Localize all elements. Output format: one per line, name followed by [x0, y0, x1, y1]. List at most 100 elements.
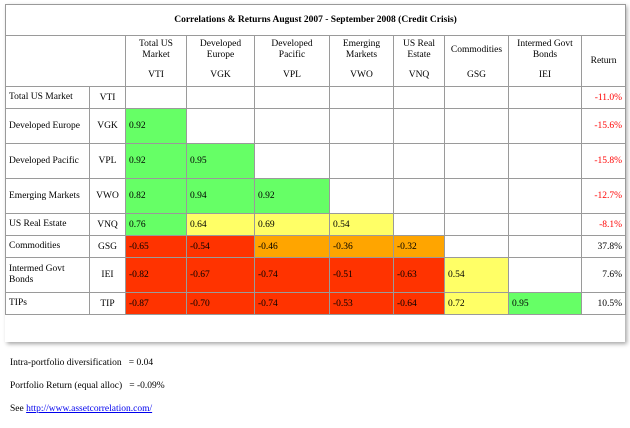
- row-ticker: VNQ: [89, 213, 126, 236]
- empty-cell: [393, 178, 445, 214]
- table-row: Intermed Govt Bonds IEI -0.82 -0.67 -0.74 -0.…: [5, 257, 627, 293]
- row-name: TIPs: [5, 292, 90, 315]
- empty-cell: [393, 143, 445, 179]
- table-row: Commodities GSG -0.65 -0.54 -0.46 -0.36 -0.32 3…: [5, 235, 627, 258]
- correlation-cell: 0.72: [444, 292, 509, 315]
- row-ticker: GSG: [89, 235, 126, 258]
- return-cell: 10.5%: [580, 292, 627, 315]
- correlation-cell: -0.36: [329, 235, 394, 258]
- column-header-ticker: VGK: [186, 64, 255, 87]
- return-cell: -8.1%: [580, 213, 627, 236]
- empty-cell: [329, 178, 394, 214]
- empty-cell: [508, 143, 582, 179]
- correlation-cell: -0.67: [186, 257, 255, 293]
- correlation-cell: 0.95: [508, 292, 582, 315]
- empty-cell: [508, 178, 582, 214]
- asset-correlation-link[interactable]: http://www.assetcorrelation.com/: [26, 404, 153, 414]
- row-name: Intermed Govt Bonds: [5, 257, 90, 293]
- row-name: Emerging Markets: [5, 178, 90, 214]
- column-header-name: Developed Europe: [186, 35, 255, 64]
- empty-cell: [254, 143, 330, 179]
- row-ticker: VGK: [89, 108, 126, 144]
- column-header-ticker: IEI: [508, 64, 582, 87]
- row-ticker: VWO: [89, 178, 126, 214]
- diversification-note: Intra-portfolio diversification = 0.04: [10, 358, 153, 368]
- column-header-name: Developed Pacific: [254, 35, 330, 64]
- return-cell: -15.8%: [580, 143, 627, 179]
- empty-cell: [329, 143, 394, 179]
- header-corner: [5, 35, 126, 87]
- see-label: See: [10, 404, 24, 414]
- table-row: Developed Pacific VPL 0.92 0.95 -15.8%: [5, 143, 627, 179]
- empty-cell: [444, 178, 509, 214]
- correlation-cell: 0.92: [254, 178, 330, 214]
- column-header-ticker: VPL: [254, 64, 330, 87]
- correlation-cell: -0.64: [393, 292, 445, 315]
- correlation-cell: 0.54: [329, 213, 394, 236]
- diversification-label: Intra-portfolio diversification: [10, 358, 122, 368]
- row-ticker: VPL: [89, 143, 126, 179]
- column-header-ticker: VWO: [329, 64, 394, 87]
- portfolio-return-note: Portfolio Return (equal alloc) = -0.09%: [10, 381, 165, 391]
- empty-cell: [254, 86, 330, 109]
- return-column-header: Return: [580, 35, 627, 87]
- row-name: Commodities: [5, 235, 90, 258]
- column-header-name: Intermed Govt Bonds: [508, 35, 582, 64]
- empty-cell: [508, 86, 582, 109]
- row-name: Developed Europe: [5, 108, 90, 144]
- column-header-name: Total US Market: [125, 35, 187, 64]
- table-row: Total US Market VTI -11.0%: [5, 86, 627, 109]
- correlation-cell: -0.82: [125, 257, 187, 293]
- empty-cell: [329, 108, 394, 144]
- empty-cell: [444, 143, 509, 179]
- correlation-cell: 0.94: [186, 178, 255, 214]
- correlation-cell: -0.54: [186, 235, 255, 258]
- correlation-cell: 0.92: [125, 108, 187, 144]
- correlation-cell: 0.82: [125, 178, 187, 214]
- empty-cell: [444, 213, 509, 236]
- row-name: US Real Estate: [5, 213, 90, 236]
- empty-cell: [444, 108, 509, 144]
- row-ticker: TIP: [89, 292, 126, 315]
- portfolio-return-value: = -0.09%: [129, 381, 165, 391]
- correlation-cell: -0.53: [329, 292, 394, 315]
- row-ticker: IEI: [89, 257, 126, 293]
- column-header-ticker: VNQ: [393, 64, 445, 87]
- correlation-cell: -0.32: [393, 235, 445, 258]
- correlation-cell: -0.63: [393, 257, 445, 293]
- empty-cell: [508, 257, 582, 293]
- correlation-cell: 0.54: [444, 257, 509, 293]
- empty-cell: [444, 235, 509, 258]
- return-cell: 7.6%: [580, 257, 627, 293]
- row-name: Total US Market: [5, 86, 90, 109]
- empty-cell: [186, 108, 255, 144]
- correlation-cell: -0.46: [254, 235, 330, 258]
- table-row: US Real Estate VNQ 0.76 0.64 0.69 0.54 -8.1%: [5, 213, 627, 236]
- table-row: Developed Europe VGK 0.92 -15.6%: [5, 108, 627, 144]
- column-header-ticker: GSG: [444, 64, 509, 87]
- portfolio-return-label: Portfolio Return (equal alloc): [10, 381, 123, 391]
- correlation-cell: 0.92: [125, 143, 187, 179]
- column-header-name: Emerging Markets: [329, 35, 394, 64]
- correlation-cell: -0.65: [125, 235, 187, 258]
- correlation-cell: -0.74: [254, 257, 330, 293]
- correlation-cell: 0.95: [186, 143, 255, 179]
- empty-cell: [329, 86, 394, 109]
- row-ticker: VTI: [89, 86, 126, 109]
- correlation-cell: 0.76: [125, 213, 187, 236]
- empty-cell: [186, 86, 255, 109]
- column-header-name: US Real Estate: [393, 35, 445, 64]
- empty-cell: [508, 235, 582, 258]
- correlation-cell: -0.70: [186, 292, 255, 315]
- row-name: Developed Pacific: [5, 143, 90, 179]
- diversification-value: = 0.04: [128, 358, 154, 368]
- empty-cell: [444, 86, 509, 109]
- column-header-name: Commodities: [444, 35, 509, 64]
- table-row: Emerging Markets VWO 0.82 0.94 0.92 -12.7%: [5, 178, 627, 214]
- return-cell: -11.0%: [580, 86, 627, 109]
- empty-cell: [508, 213, 582, 236]
- return-cell: 37.8%: [580, 235, 627, 258]
- column-header-ticker: VTI: [125, 64, 187, 87]
- table-title: Correlations & Returns August 2007 - Sep…: [4, 4, 627, 36]
- return-cell: -15.6%: [580, 108, 627, 144]
